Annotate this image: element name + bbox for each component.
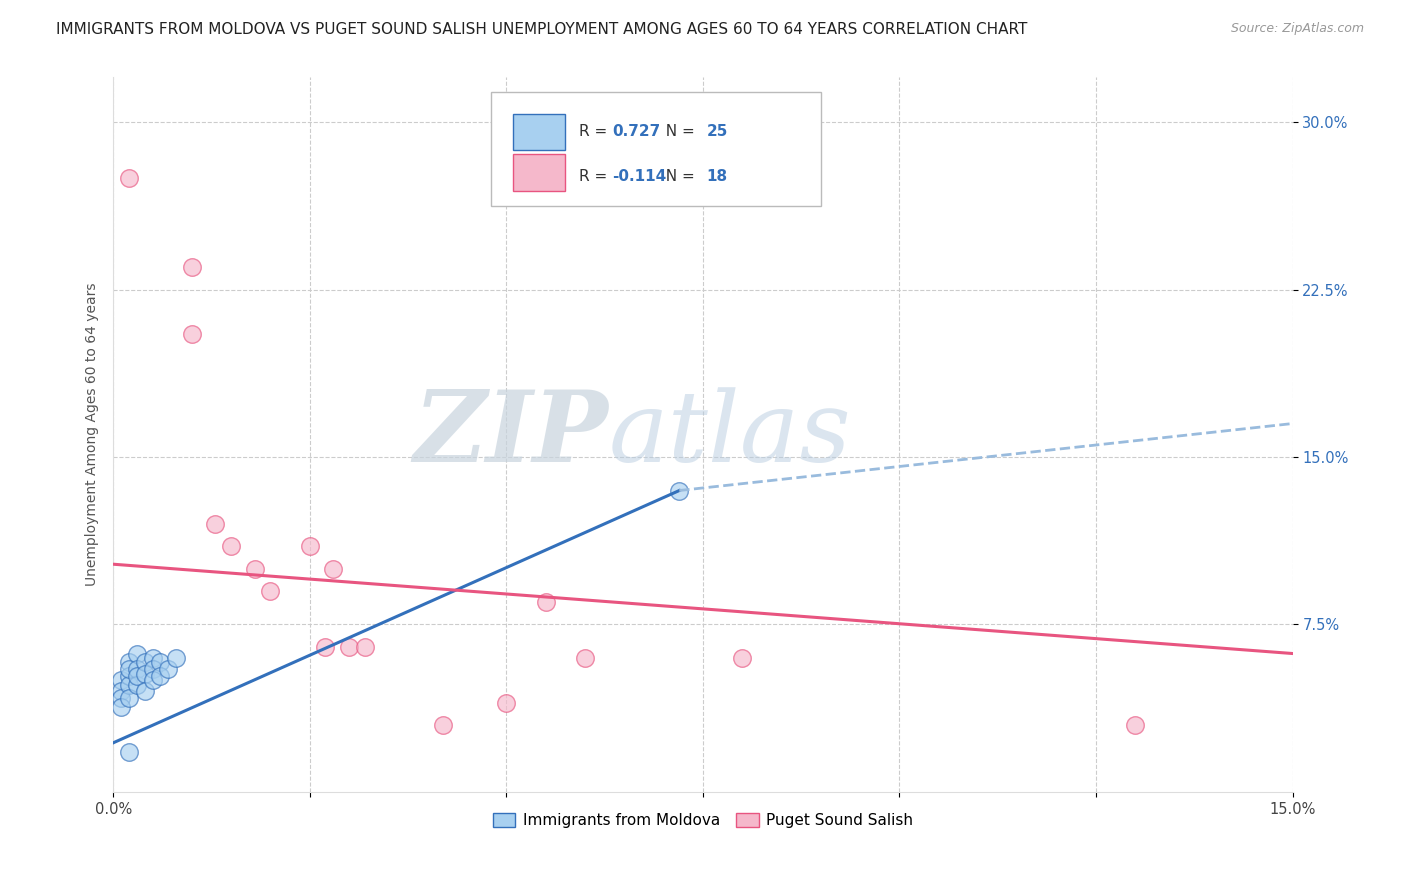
Point [219,539,242,553]
Text: atlas: atlas [609,387,851,483]
Point [534,595,557,609]
Point [118,170,141,185]
Text: -0.114: -0.114 [612,169,666,185]
Point [149,669,172,683]
Point [118,662,141,676]
Text: IMMIGRANTS FROM MOLDOVA VS PUGET SOUND SALISH UNEMPLOYMENT AMONG AGES 60 TO 64 Y: IMMIGRANTS FROM MOLDOVA VS PUGET SOUND S… [56,22,1028,37]
Point [259,584,281,599]
Point [134,684,156,698]
Point [337,640,360,654]
Point [141,673,163,688]
Point [134,666,156,681]
Text: Source: ZipAtlas.com: Source: ZipAtlas.com [1230,22,1364,36]
Text: ZIP: ZIP [413,386,609,483]
Point [157,662,180,676]
FancyBboxPatch shape [513,113,565,150]
Point [165,651,187,665]
Point [118,656,141,670]
Point [118,691,141,706]
Point [125,669,148,683]
Point [204,516,226,531]
Point [141,651,163,665]
Text: R =: R = [579,169,612,185]
Point [1123,718,1146,732]
Point [118,678,141,692]
Point [432,718,454,732]
Point [353,640,375,654]
Point [118,745,141,759]
Point [141,662,163,676]
Point [149,656,172,670]
Point [110,673,132,688]
Point [134,656,156,670]
Point [322,562,344,576]
Text: 25: 25 [706,124,728,139]
Point [110,691,132,706]
Legend: Immigrants from Moldova, Puget Sound Salish: Immigrants from Moldova, Puget Sound Sal… [486,807,920,834]
FancyBboxPatch shape [491,92,821,206]
Text: N =: N = [655,124,699,139]
Point [118,669,141,683]
Point [243,562,266,576]
Point [314,640,336,654]
Text: 0.727: 0.727 [612,124,661,139]
Point [110,684,132,698]
Point [125,647,148,661]
Point [110,700,132,714]
Text: 18: 18 [706,169,727,185]
FancyBboxPatch shape [513,154,565,191]
Point [495,696,517,710]
Point [731,651,754,665]
Point [668,483,690,498]
Y-axis label: Unemployment Among Ages 60 to 64 years: Unemployment Among Ages 60 to 64 years [86,283,100,586]
Text: R =: R = [579,124,612,139]
Point [125,662,148,676]
Text: N =: N = [655,169,699,185]
Point [298,539,321,553]
Point [125,678,148,692]
Point [180,327,202,342]
Point [574,651,596,665]
Point [180,260,202,275]
